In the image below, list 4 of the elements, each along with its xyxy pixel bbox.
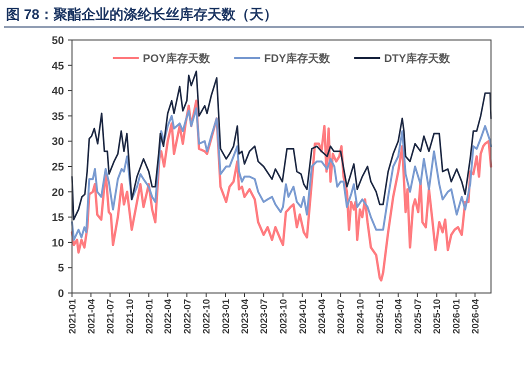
- legend-label: POY库存天数: [142, 52, 212, 65]
- legend-label: FDY库存天数: [264, 52, 332, 65]
- legend-label: DTY库存天数: [384, 52, 452, 65]
- title: 图 78：聚酯企业的涤纶长丝库存天数（天）: [6, 6, 278, 22]
